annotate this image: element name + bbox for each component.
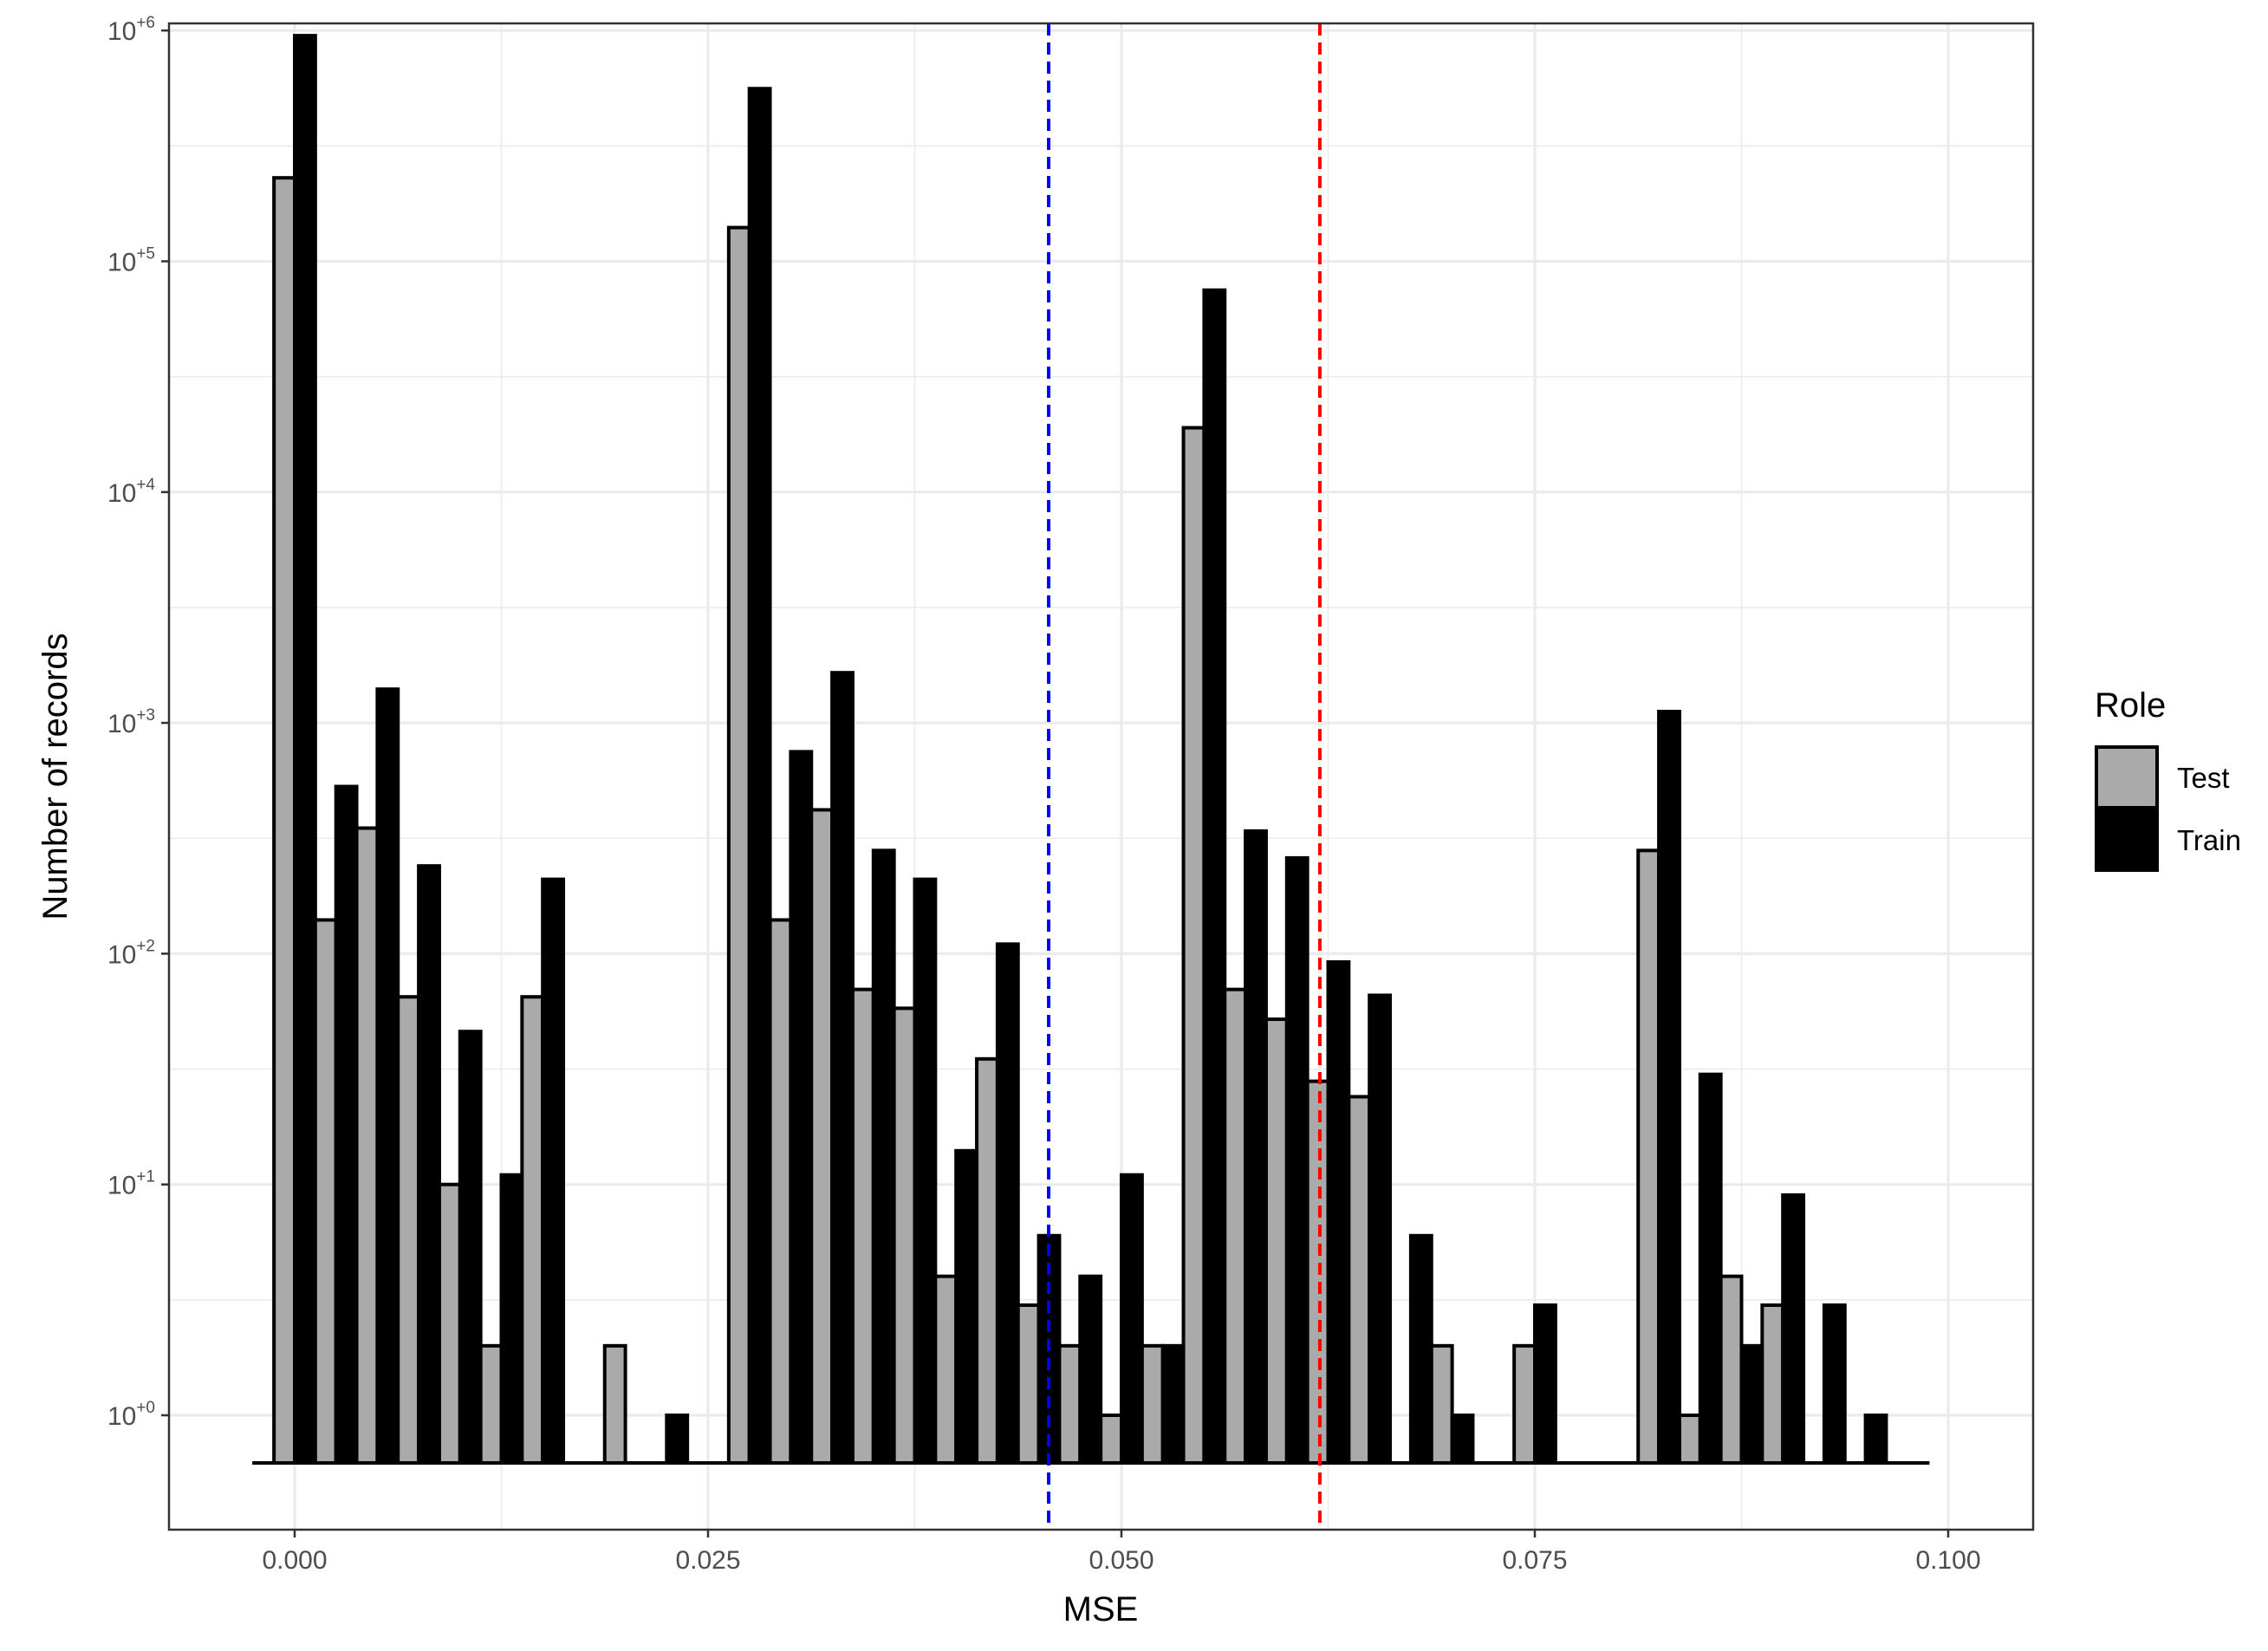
bar-train-22 bbox=[1284, 855, 1309, 1465]
bar-test-4 bbox=[437, 1182, 462, 1465]
y-tick-label-0: 10+0 bbox=[107, 1399, 155, 1431]
bar-train-4 bbox=[458, 1030, 483, 1466]
reference-lines bbox=[1047, 23, 1322, 1530]
y-tick-label-3: 10+3 bbox=[107, 706, 155, 738]
bar-test-6 bbox=[520, 995, 545, 1465]
bar-train-25 bbox=[1408, 1233, 1433, 1465]
bar-train-18 bbox=[1120, 1173, 1144, 1465]
bar-test-0 bbox=[272, 176, 296, 1465]
bar-train-13 bbox=[913, 877, 938, 1465]
bar-test-28 bbox=[1636, 848, 1661, 1465]
bar-train-17 bbox=[1078, 1274, 1103, 1465]
bar-train-3 bbox=[417, 864, 441, 1465]
bar-train-14 bbox=[954, 1148, 979, 1466]
bar-test-17 bbox=[1057, 1343, 1082, 1465]
bar-test-3 bbox=[396, 995, 421, 1465]
bar-test-10 bbox=[768, 918, 793, 1465]
x-tick-label-4: 0.100 bbox=[1915, 1546, 1980, 1575]
bar-test-14 bbox=[933, 1274, 959, 1465]
bar-test-24 bbox=[1347, 1095, 1372, 1465]
bar-test-21 bbox=[1223, 987, 1248, 1465]
bar-train-30 bbox=[1739, 1343, 1764, 1465]
bar-test-19 bbox=[1140, 1343, 1165, 1465]
legend-title: Role bbox=[2095, 686, 2166, 725]
legend-key-test bbox=[2095, 745, 2159, 809]
bar-train-33 bbox=[1863, 1414, 1888, 1465]
bar-test-13 bbox=[892, 1006, 917, 1466]
x-axis-title: MSE bbox=[1063, 1590, 1139, 1628]
y-tick-label-5: 10+5 bbox=[107, 245, 155, 277]
bar-train-27 bbox=[1533, 1303, 1557, 1466]
y-tick-label-2: 10+2 bbox=[107, 937, 155, 969]
y-tick-label-4: 10+4 bbox=[107, 476, 155, 508]
bar-train-15 bbox=[995, 942, 1020, 1465]
bar-train-9 bbox=[747, 87, 772, 1465]
bar-test-15 bbox=[975, 1056, 999, 1466]
bar-train-0 bbox=[293, 34, 317, 1465]
bar-train-2 bbox=[375, 687, 400, 1465]
y-axis-title: Number of records bbox=[36, 633, 75, 920]
x-tick-label-3: 0.075 bbox=[1502, 1546, 1567, 1575]
bar-test-7 bbox=[602, 1343, 627, 1465]
plot-panel-border bbox=[167, 22, 2035, 1531]
bar-test-30 bbox=[1719, 1274, 1744, 1465]
bar-train-10 bbox=[789, 750, 814, 1465]
y-axis: 10+0 10+1 10+2 10+3 10+4 10+5 10+6 bbox=[107, 14, 169, 1431]
x-axis: 0.000 0.025 0.050 0.075 0.100 bbox=[262, 1530, 1981, 1575]
x-tick-label-2: 0.050 bbox=[1089, 1546, 1153, 1575]
bar-train-5 bbox=[499, 1173, 524, 1465]
bar-train-29 bbox=[1698, 1072, 1723, 1465]
bar-train-19 bbox=[1160, 1343, 1186, 1465]
bar-train-11 bbox=[830, 671, 855, 1465]
bar-train-1 bbox=[334, 784, 359, 1465]
bar-test-18 bbox=[1099, 1414, 1124, 1465]
bar-train-26 bbox=[1450, 1414, 1475, 1465]
bar-test-29 bbox=[1677, 1414, 1702, 1465]
legend-key-train bbox=[2095, 808, 2159, 872]
bar-test-20 bbox=[1181, 426, 1206, 1466]
bar-train-8 bbox=[665, 1414, 690, 1465]
bar-test-5 bbox=[478, 1343, 504, 1465]
y-tick-label-1: 10+1 bbox=[107, 1168, 155, 1200]
bar-test-11 bbox=[809, 808, 835, 1465]
bar-test-12 bbox=[850, 987, 875, 1465]
bar-test-16 bbox=[1016, 1303, 1041, 1466]
bar-train-23 bbox=[1326, 960, 1351, 1466]
bar-train-21 bbox=[1244, 829, 1268, 1465]
bar-test-1 bbox=[313, 918, 338, 1465]
bar-test-23 bbox=[1305, 1079, 1330, 1465]
bar-train-12 bbox=[871, 848, 896, 1465]
legend-label-test: Test bbox=[2177, 762, 2230, 794]
bar-train-6 bbox=[541, 877, 566, 1465]
y-tick-label-6: 10+6 bbox=[107, 14, 155, 46]
bar-train-31 bbox=[1781, 1193, 1806, 1466]
bar-train-28 bbox=[1657, 709, 1681, 1465]
bar-test-26 bbox=[1429, 1343, 1454, 1465]
bar-test-31 bbox=[1760, 1303, 1785, 1466]
bar-train-24 bbox=[1368, 993, 1393, 1465]
bar-test-22 bbox=[1264, 1017, 1289, 1465]
legend: Role Test Train bbox=[2095, 686, 2241, 872]
x-tick-label-1: 0.025 bbox=[675, 1546, 740, 1575]
x-tick-label-0: 0.000 bbox=[262, 1546, 327, 1575]
bar-test-27 bbox=[1512, 1343, 1537, 1465]
bar-test-2 bbox=[354, 826, 380, 1465]
bar-train-20 bbox=[1202, 288, 1227, 1465]
legend-label-train: Train bbox=[2177, 824, 2241, 856]
bar-train-32 bbox=[1822, 1303, 1847, 1466]
bars bbox=[272, 34, 1888, 1466]
bar-test-9 bbox=[726, 225, 751, 1466]
